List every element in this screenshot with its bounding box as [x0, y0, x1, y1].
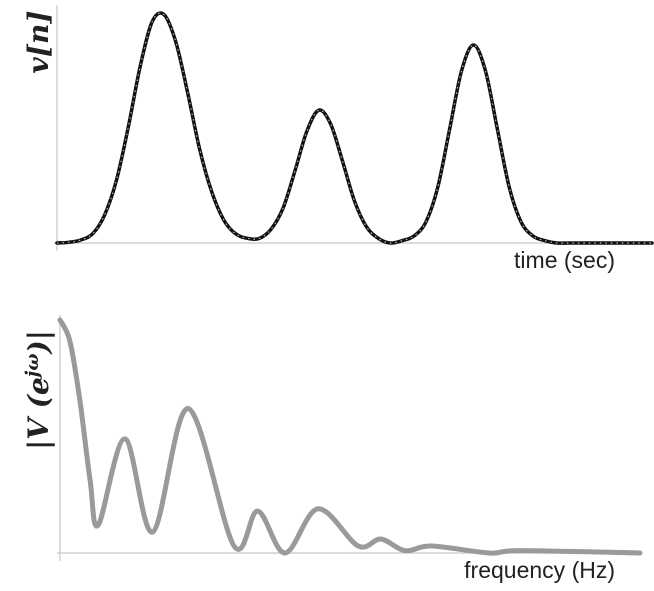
y-label-sup: jω	[22, 354, 43, 381]
y-axis-label: v[n]	[22, 10, 55, 73]
x-axis-label: frequency (Hz)	[464, 557, 615, 583]
data-line	[57, 317, 643, 556]
x-axis-label: time (sec)	[514, 247, 615, 273]
y-label-close: )|	[22, 330, 55, 355]
data-line	[55, 11, 654, 245]
y-label-base: |V (e	[22, 377, 55, 450]
y-axis-label: |V (ejω)|	[22, 330, 55, 450]
